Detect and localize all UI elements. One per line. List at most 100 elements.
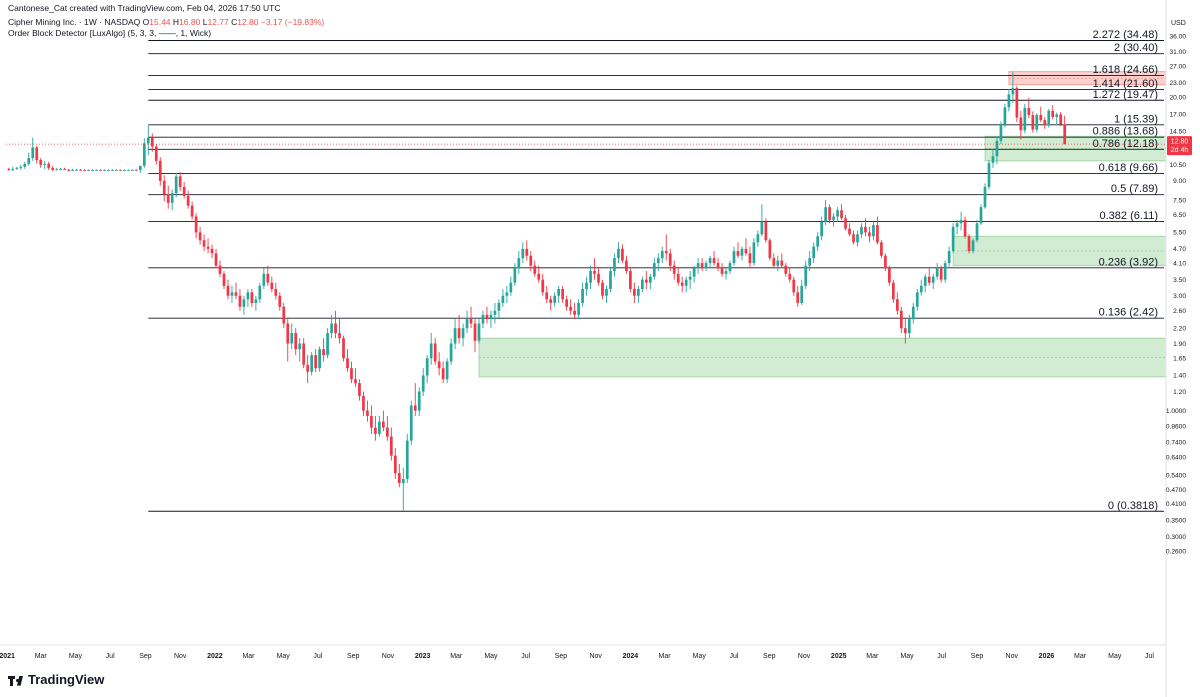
candle [637, 285, 640, 303]
candle-body [585, 282, 588, 290]
tradingview-logo-icon [8, 675, 24, 686]
candle-body [166, 194, 170, 203]
candle [613, 253, 616, 277]
candle-body [609, 271, 612, 290]
candle [318, 346, 321, 372]
candle [67, 168, 70, 171]
candle-body [246, 292, 250, 300]
candle-body [776, 260, 780, 266]
candle-body [1011, 87, 1015, 95]
candle-body [131, 169, 134, 171]
candle [119, 169, 122, 171]
candle [75, 168, 78, 171]
candle [63, 167, 66, 171]
candle [154, 144, 158, 165]
y-tick-label: 0.6400 [1166, 455, 1187, 462]
candle [485, 306, 489, 324]
candle [848, 223, 851, 237]
candle [374, 415, 377, 441]
candle [1035, 113, 1039, 133]
x-tick-label: Nov [382, 653, 395, 660]
candle [1055, 112, 1059, 126]
candle-body [465, 319, 469, 329]
candle [975, 219, 979, 243]
candle-body [501, 295, 505, 303]
candle [876, 216, 879, 245]
candle [605, 285, 608, 303]
candle-body [903, 328, 907, 334]
candle-body [935, 268, 939, 277]
y-tick-label: 23.00 [1169, 80, 1186, 87]
candle [788, 268, 792, 283]
candle [880, 240, 883, 259]
candle [87, 169, 90, 171]
candle [680, 276, 684, 293]
x-tick-label: Jul [730, 653, 739, 660]
candle [1031, 111, 1035, 133]
candle [772, 253, 776, 269]
candle-body [258, 285, 262, 300]
candle-body [1027, 107, 1031, 116]
candle [844, 214, 847, 231]
candle [517, 251, 521, 274]
indicator-legend[interactable]: Order Block Detector [LuxAlgo] (5, 3, 3,… [8, 28, 212, 38]
candle-body [477, 323, 481, 341]
candle-body [943, 263, 947, 280]
tradingview-logo[interactable]: TradingView [8, 672, 104, 687]
candle-body [146, 137, 150, 144]
candle-body [864, 226, 867, 233]
candle [943, 260, 947, 283]
candle [1019, 110, 1023, 140]
candle-body [481, 314, 485, 324]
candle-body [35, 147, 39, 160]
candle [222, 271, 226, 290]
candle-body [812, 246, 816, 259]
candle-body [1019, 117, 1023, 131]
candle-body [792, 279, 796, 293]
candle-body [505, 292, 509, 296]
candle-body [389, 436, 393, 456]
order-block-bullish [952, 235, 1167, 267]
candle-body [888, 268, 891, 283]
candle-body [872, 225, 875, 237]
candle [764, 218, 768, 243]
candle [860, 223, 863, 239]
candle-body [525, 248, 529, 256]
candle-body [182, 186, 186, 196]
y-tick-label: 0.8600 [1166, 424, 1187, 431]
candle [429, 333, 433, 365]
candle [99, 169, 102, 171]
candle-body [840, 210, 843, 219]
candle-body [1039, 115, 1043, 121]
candle [397, 464, 401, 488]
candle [1011, 72, 1015, 103]
candle [11, 166, 15, 171]
candle [433, 338, 437, 365]
candle [696, 258, 700, 274]
candle [915, 289, 919, 311]
candle [744, 238, 748, 256]
candle [358, 379, 361, 401]
candle-body [836, 210, 839, 217]
x-tick-label: May [693, 653, 707, 660]
candle-body [218, 265, 222, 274]
attribution-text: Cantonese_Cat created with TradingView.c… [8, 3, 281, 13]
candle-body [222, 273, 226, 286]
candle [385, 415, 389, 441]
candle [748, 246, 752, 269]
candle [804, 260, 808, 290]
fib-label-1: 1 (15.39) [1114, 113, 1158, 125]
y-tick-label: 0.7400 [1166, 439, 1187, 446]
candle-body [274, 289, 278, 296]
candle-body [43, 163, 47, 165]
candle [59, 167, 62, 171]
candle [573, 302, 576, 320]
candle-body [692, 268, 696, 277]
x-tick-label: May [69, 653, 83, 660]
candle-body [549, 299, 553, 303]
candle-body [927, 276, 931, 283]
candle-body [346, 358, 349, 369]
candle [366, 400, 369, 422]
candle-body [425, 358, 429, 376]
